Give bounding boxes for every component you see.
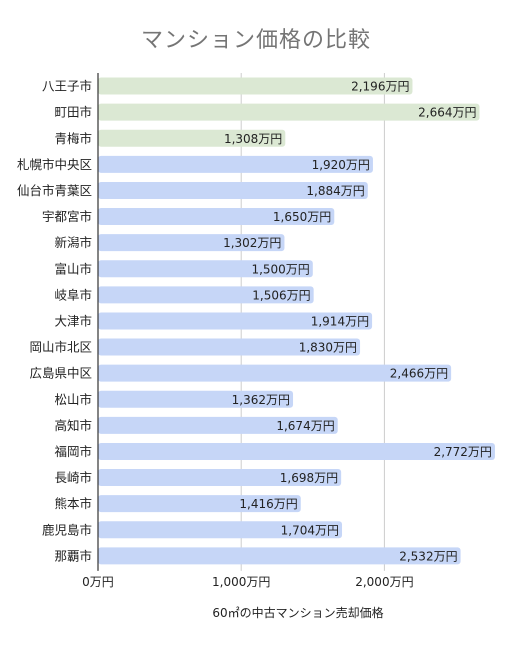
bar xyxy=(98,129,286,147)
data-label: 1,704万円 xyxy=(281,523,339,537)
category-label: 鹿児島市 xyxy=(42,522,92,537)
category-label: 広島県中区 xyxy=(29,366,92,381)
bar xyxy=(98,77,413,95)
x-tick-label: 0万円 xyxy=(82,575,114,589)
chart-title: マンション価格の比較 xyxy=(140,28,371,53)
bar xyxy=(98,103,480,121)
bar xyxy=(98,260,313,278)
bar xyxy=(98,286,314,304)
data-label: 1,506万円 xyxy=(252,288,310,302)
bar xyxy=(98,181,368,199)
data-label: 2,196万円 xyxy=(351,80,409,94)
category-label: 新潟市 xyxy=(54,235,92,250)
data-label: 1,416万円 xyxy=(239,497,297,511)
category-label: 青梅市 xyxy=(54,131,92,146)
category-label: 高知市 xyxy=(54,418,92,433)
data-label: 2,466万円 xyxy=(390,367,448,381)
bar xyxy=(98,234,285,252)
category-label: 熊本市 xyxy=(54,496,92,511)
bar xyxy=(98,547,461,565)
category-label: 那覇市 xyxy=(54,548,92,563)
category-label: 札幌市中央区 xyxy=(17,157,92,172)
data-label: 1,830万円 xyxy=(299,341,357,355)
data-label: 1,884万円 xyxy=(306,184,364,198)
bar xyxy=(98,312,373,330)
data-label: 2,772万円 xyxy=(434,445,492,459)
data-label: 1,914万円 xyxy=(311,314,369,328)
bar xyxy=(98,364,452,382)
category-label: 町田市 xyxy=(54,105,92,120)
bar xyxy=(98,208,335,226)
category-label: 松山市 xyxy=(54,392,92,407)
category-label: 宇都宮市 xyxy=(42,209,92,224)
bar xyxy=(98,338,361,356)
x-tick-label: 2,000万円 xyxy=(355,575,413,589)
bar xyxy=(98,521,343,539)
data-label: 1,698万円 xyxy=(280,471,338,485)
data-label: 1,650万円 xyxy=(273,210,331,224)
bar xyxy=(98,469,342,487)
bar xyxy=(98,442,495,460)
data-label: 2,664万円 xyxy=(418,106,476,120)
category-label: 福岡市 xyxy=(54,444,92,459)
x-axis-label: 60㎡の中古マンション売却価格 xyxy=(212,606,384,620)
bar xyxy=(98,416,338,434)
data-label: 1,362万円 xyxy=(232,393,290,407)
data-label: 2,532万円 xyxy=(399,549,457,563)
bar xyxy=(98,390,294,408)
category-label: 長崎市 xyxy=(54,470,92,485)
data-label: 1,308万円 xyxy=(224,132,282,146)
data-label: 1,674万円 xyxy=(276,419,334,433)
category-label: 岡山市北区 xyxy=(29,340,92,355)
category-label: 富山市 xyxy=(54,261,92,276)
category-label: 大津市 xyxy=(54,313,92,328)
category-label: 仙台市青葉区 xyxy=(17,183,92,198)
bar xyxy=(98,495,301,513)
data-label: 1,920万円 xyxy=(312,158,370,172)
category-label: 八王子市 xyxy=(42,79,92,94)
data-label: 1,500万円 xyxy=(251,262,309,276)
x-tick-label: 1,000万円 xyxy=(212,575,270,589)
category-label: 岐阜市 xyxy=(54,287,92,302)
data-label: 1,302万円 xyxy=(223,236,281,250)
bar xyxy=(98,155,373,173)
